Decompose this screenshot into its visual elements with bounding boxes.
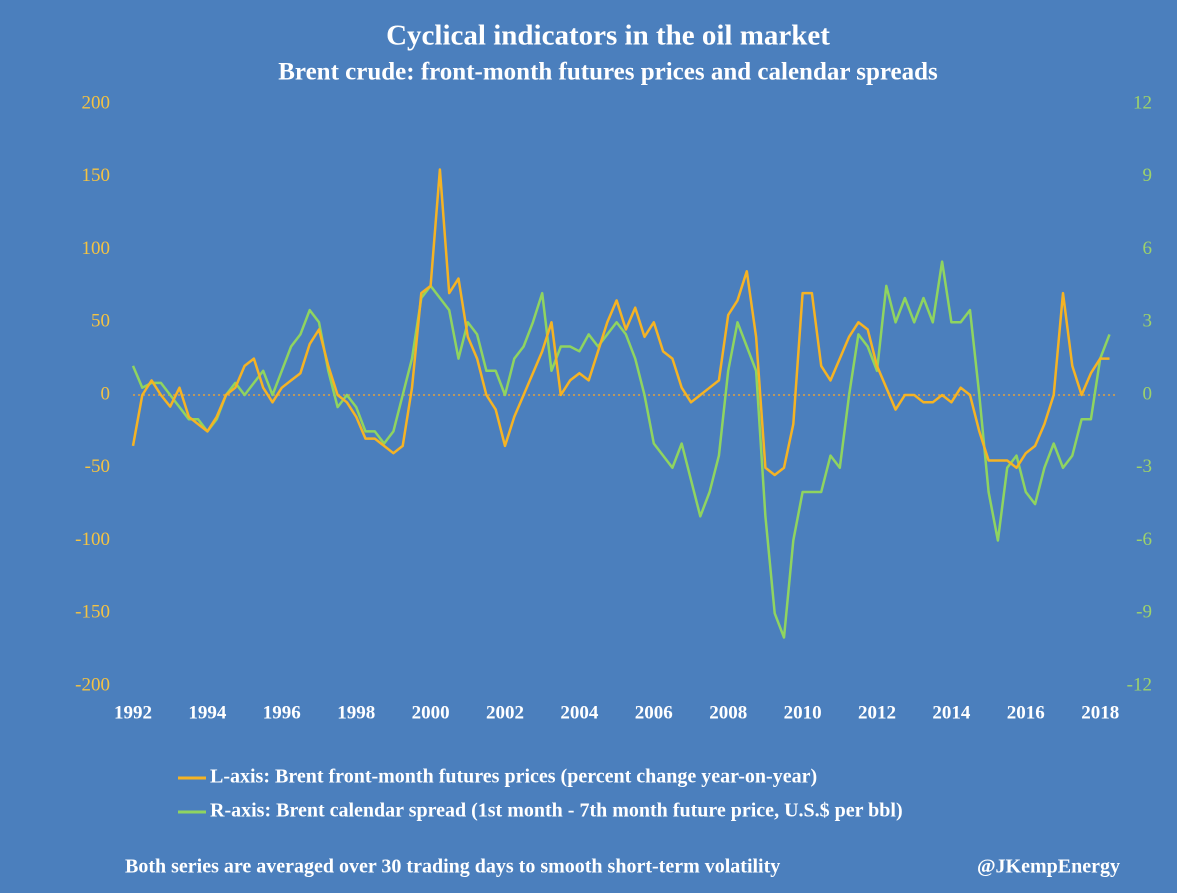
chart-subtitle: Brent crude: front-month futures prices … — [278, 59, 938, 86]
x-tick-label: 1996 — [263, 702, 301, 723]
y-tick-label: -50 — [85, 456, 110, 477]
y2-tick-label: -9 — [1136, 602, 1152, 623]
x-tick-label: 2012 — [858, 702, 896, 723]
y2-tick-label: 3 — [1143, 311, 1153, 332]
legend-label: L-axis: Brent front-month futures prices… — [210, 766, 817, 788]
y-tick-label: 100 — [82, 238, 111, 259]
y-tick-label: -100 — [75, 529, 110, 550]
x-tick-label: 2016 — [1007, 702, 1045, 723]
x-tick-label: 2014 — [932, 702, 971, 723]
y2-tick-label: 12 — [1133, 92, 1152, 113]
series-line — [131, 260, 1111, 639]
y2-tick-label: -3 — [1136, 456, 1152, 477]
x-tick-label: 2010 — [784, 702, 822, 723]
note: Both series are averaged over 30 trading… — [125, 856, 780, 878]
x-tick-label: 1998 — [337, 702, 375, 723]
x-tick-label: 2002 — [486, 702, 524, 723]
y2-tick-label: -6 — [1136, 529, 1152, 550]
x-tick-label: 2004 — [560, 702, 599, 723]
x-tick-label: 1994 — [188, 702, 227, 723]
x-tick-label: 2008 — [709, 702, 747, 723]
y-tick-label: 150 — [82, 165, 111, 186]
y-tick-label: -150 — [75, 602, 110, 623]
legend-label: R-axis: Brent calendar spread (1st month… — [210, 800, 903, 822]
chart-title: Cyclical indicators in the oil market — [386, 20, 830, 52]
x-tick-label: 2006 — [635, 702, 673, 723]
x-tick-label: 2018 — [1081, 702, 1119, 723]
x-tick-label: 2000 — [412, 702, 450, 723]
y-tick-label: 50 — [91, 311, 110, 332]
y2-tick-label: 6 — [1143, 238, 1153, 259]
series-line — [131, 168, 1110, 477]
x-tick-label: 1992 — [114, 702, 152, 723]
y2-tick-label: 0 — [1143, 383, 1153, 404]
credit: @JKempEnergy — [977, 856, 1120, 878]
y2-tick-label: -12 — [1127, 674, 1152, 695]
y-tick-label: 0 — [101, 383, 111, 404]
y-tick-label: -200 — [75, 674, 110, 695]
y2-tick-label: 9 — [1143, 165, 1153, 186]
y-tick-label: 200 — [82, 92, 111, 113]
